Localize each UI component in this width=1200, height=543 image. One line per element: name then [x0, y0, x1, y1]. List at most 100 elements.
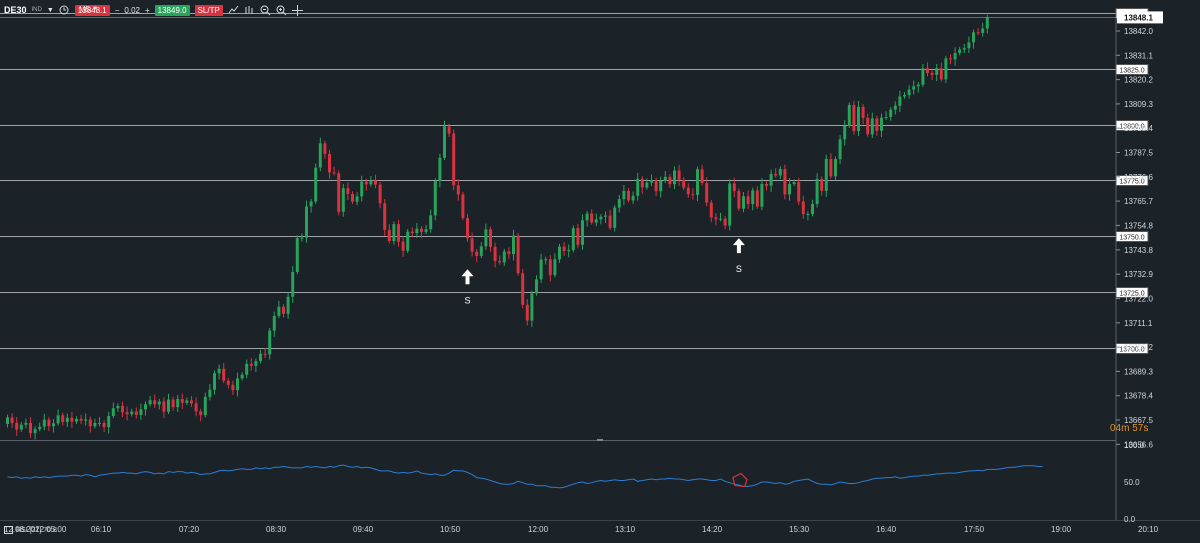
candle-body: [535, 279, 538, 294]
level-label: 13750.0: [1119, 235, 1144, 242]
candle: [433, 178, 437, 221]
candle: [236, 372, 239, 397]
candle-body: [765, 183, 768, 186]
candle-body: [369, 180, 373, 185]
candle-body: [723, 218, 727, 226]
candle-body: [79, 418, 83, 421]
candle-body: [801, 201, 805, 215]
price-tick-label: 13667.5: [1124, 416, 1153, 425]
rsi-line: [7, 464, 1043, 489]
candle-body: [75, 418, 78, 422]
crosshair-icon[interactable]: [291, 4, 303, 16]
countdown-minutes: 04m: [1110, 423, 1130, 434]
candle-body: [153, 400, 157, 405]
candle-body: [93, 422, 97, 427]
sell-price-button[interactable]: 13848.1: [74, 4, 110, 16]
candle-body: [553, 259, 557, 276]
candle-body: [889, 109, 893, 118]
candle: [778, 166, 782, 180]
price-tick-label: 13754.8: [1124, 221, 1153, 230]
candle-body: [259, 353, 262, 362]
candle-body: [277, 306, 281, 316]
candle-body: [121, 405, 124, 413]
zoom-in-icon[interactable]: [276, 5, 287, 16]
candle-body: [213, 373, 216, 390]
zoom-out-icon[interactable]: [260, 5, 271, 16]
rsi-legend[interactable]: RSI [21] 70.8: [4, 526, 57, 534]
candle-body: [282, 306, 285, 314]
candle: [843, 120, 847, 146]
timeframe-label[interactable]: M5: [79, 5, 91, 14]
buy-price-button[interactable]: 13849.0: [154, 4, 190, 16]
signal-marker[interactable]: S: [732, 238, 745, 274]
bar-chart-icon[interactable]: [244, 5, 255, 16]
candle-body: [903, 94, 906, 97]
candle-body: [203, 396, 207, 416]
pane-resize-handle[interactable]: [597, 439, 603, 441]
signal-marker[interactable]: S: [461, 269, 474, 305]
rsi-pane: 100.0 50.0 0.0: [7, 441, 1145, 524]
signal-label: S: [464, 295, 470, 305]
price-tick-label: 13842.0: [1124, 27, 1153, 36]
candle-body: [438, 157, 442, 182]
candle-body: [898, 96, 902, 106]
spread-minus-button[interactable]: −: [114, 5, 120, 15]
candle-body: [581, 220, 584, 245]
candle: [590, 209, 594, 225]
level-label: 13825.0: [1119, 68, 1144, 75]
candle: [976, 28, 980, 36]
candle: [383, 199, 387, 237]
candle-body: [700, 169, 704, 184]
candle: [65, 413, 69, 427]
candle: [949, 54, 952, 65]
candle: [935, 63, 939, 82]
candle: [98, 417, 101, 427]
price-tick-label: 13689.3: [1124, 367, 1153, 376]
clock-icon[interactable]: [59, 5, 70, 16]
candle: [438, 153, 442, 188]
sltp-button[interactable]: SL/TP: [194, 4, 223, 16]
candle: [866, 113, 870, 137]
countdown-seconds: 57s: [1132, 423, 1149, 434]
candle-body: [944, 58, 948, 80]
candle-body: [640, 178, 644, 188]
timeframe-dropdown-icon[interactable]: ▼: [92, 6, 98, 12]
symbol-label[interactable]: DE30: [4, 5, 27, 15]
candle: [682, 177, 686, 190]
time-tick-label: 12.08.2022 05:00: [4, 525, 67, 534]
candle-body: [139, 409, 143, 415]
level-label: 13700.0: [1119, 347, 1144, 354]
candle-body: [231, 384, 235, 391]
chart-toolbar: DE30 IND ▼ 13848.1 − 0.02 + 13849.0 SL/T…: [4, 3, 303, 17]
candle: [374, 174, 377, 189]
spread-plus-button[interactable]: +: [144, 5, 150, 15]
candle-body: [714, 217, 718, 220]
line-chart-icon[interactable]: [228, 5, 239, 16]
candle: [857, 101, 860, 137]
candle-body: [792, 182, 796, 184]
time-tick-label: 17:50: [964, 525, 985, 534]
candle: [760, 178, 764, 211]
candle: [535, 275, 538, 296]
candle: [640, 176, 644, 194]
candle: [364, 178, 368, 191]
candle-body: [42, 419, 46, 427]
candle: [194, 397, 198, 417]
candle-body: [567, 250, 571, 252]
candle-body: [806, 214, 810, 216]
candle-body: [760, 183, 764, 207]
time-tick-label: 08:30: [266, 525, 287, 534]
candle: [116, 403, 120, 412]
candle-body: [571, 228, 575, 251]
candle: [107, 411, 111, 434]
candle-body: [19, 424, 23, 430]
candle: [401, 235, 405, 258]
symbol-dropdown-icon[interactable]: ▼: [46, 6, 54, 14]
candle: [144, 401, 147, 416]
candle: [171, 396, 175, 411]
candle-body: [318, 143, 322, 168]
candle: [650, 174, 653, 187]
candle-body: [544, 259, 548, 261]
rsi-highlight-marker: [732, 472, 748, 488]
